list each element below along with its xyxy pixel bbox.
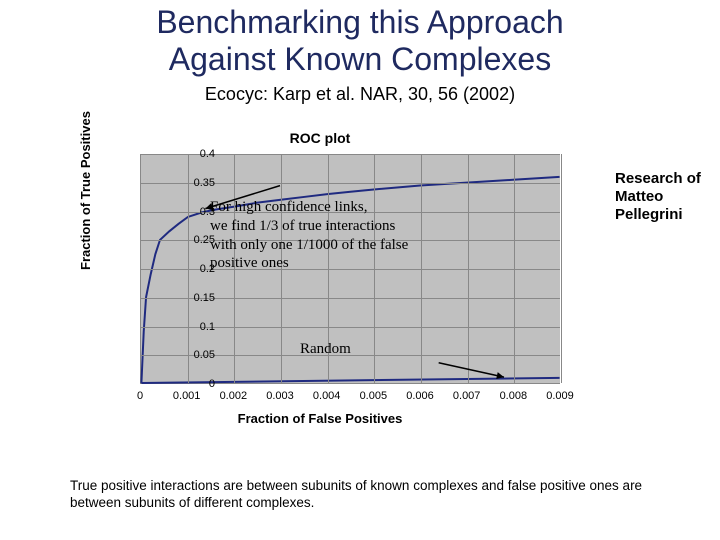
subtitle: Ecocyc: Karp et al. NAR, 30, 56 (2002) (0, 84, 720, 105)
gridline-v (468, 154, 469, 383)
x-tick: 0.002 (220, 390, 248, 402)
y-axis-label: Fraction of True Positives (78, 111, 93, 270)
y-tick: 0.05 (155, 349, 215, 361)
y-tick: 0.25 (155, 234, 215, 246)
research-credit: Research of Matteo Pellegrini (615, 170, 710, 224)
x-tick: 0 (137, 390, 143, 402)
y-tick: 0 (155, 378, 215, 390)
x-axis-label: Fraction of False Positives (70, 411, 570, 426)
y-tick: 0.15 (155, 292, 215, 304)
page-title: Benchmarking this Approach Against Known… (0, 4, 720, 78)
title-line-2: Against Known Complexes (169, 41, 551, 77)
x-tick: 0.001 (173, 390, 201, 402)
footer-note: True positive interactions are between s… (70, 478, 670, 512)
y-tick: 0.3 (155, 206, 215, 218)
gridline-v (514, 154, 515, 383)
slide: Benchmarking this Approach Against Known… (0, 0, 720, 540)
y-tick: 0.2 (155, 263, 215, 275)
annotation-random: Random (300, 340, 351, 359)
title-line-1: Benchmarking this Approach (156, 4, 563, 40)
x-tick: 0.007 (453, 390, 481, 402)
x-tick: 0.005 (360, 390, 388, 402)
gridline-v (561, 154, 562, 383)
roc-chart: ROC plot Fraction of True Positives Frac… (70, 130, 570, 430)
x-tick: 0.004 (313, 390, 341, 402)
x-tick: 0.008 (500, 390, 528, 402)
x-tick: 0.003 (266, 390, 294, 402)
x-tick: 0.006 (406, 390, 434, 402)
y-tick: 0.35 (155, 177, 215, 189)
annotation-main: For high confidence links,we find 1/3 of… (210, 198, 440, 273)
y-tick: 0.4 (155, 148, 215, 160)
y-tick: 0.1 (155, 321, 215, 333)
x-tick: 0.009 (546, 390, 574, 402)
chart-title: ROC plot (70, 130, 570, 146)
